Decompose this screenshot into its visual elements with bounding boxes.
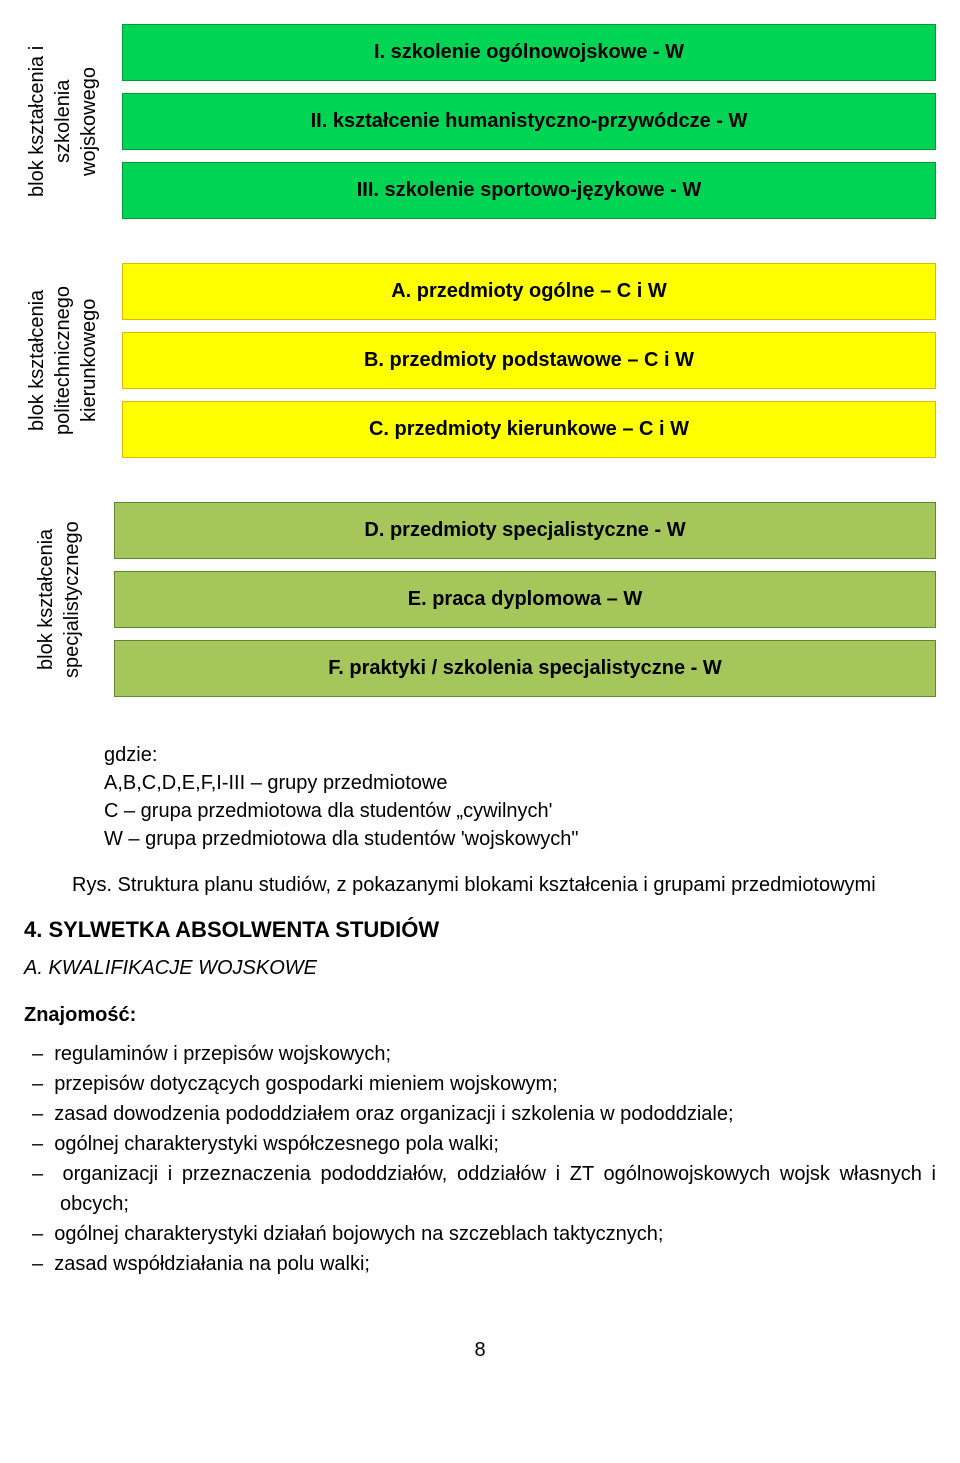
bullet-list: regulaminów i przepisów wojskowych;przep…	[24, 1039, 936, 1279]
list-item: regulaminów i przepisów wojskowych;	[60, 1039, 936, 1069]
block-box: F. praktyki / szkolenia specjalistyczne …	[114, 640, 936, 697]
subsection-a-heading: A. KWALIFIKACJE WOJSKOWE	[24, 957, 936, 980]
list-item: ogólnej charakterystyki działań bojowych…	[60, 1219, 936, 1249]
block-boxes: A. przedmioty ogólne – C i W B. przedmiot…	[122, 263, 936, 458]
list-item: zasad dowodzenia pododdziałem oraz organ…	[60, 1099, 936, 1129]
legend-line: C – grupa przedmiotowa dla studentów „cy…	[104, 797, 936, 825]
block-section: blok kształcenia specjalistycznego D. prz…	[24, 502, 936, 697]
block-box: III. szkolenie sportowo-językowe - W	[122, 162, 936, 219]
legend-block: gdzie: A,B,C,D,E,F,I-III – grupy przedmi…	[104, 741, 936, 853]
block-box: D. przedmioty specjalistyczne - W	[114, 502, 936, 559]
block-box: II. kształcenie humanistyczno-przywódcze…	[122, 93, 936, 150]
block-section: blok kształcenia i szkolenia wojskowego I…	[24, 24, 936, 219]
block-boxes: I. szkolenie ogólnowojskowe - W II. kszta…	[122, 24, 936, 219]
block-section: blok kształcenia politechnicznego kierun…	[24, 263, 936, 458]
legend-line: W – grupa przedmiotowa dla studentów 'wo…	[104, 825, 936, 853]
figure-caption: Rys. Struktura planu studiów, z pokazany…	[72, 871, 936, 899]
block-vertical-label: blok kształcenia specjalistycznego	[24, 502, 94, 697]
legend-line: A,B,C,D,E,F,I-III – grupy przedmiotowe	[104, 769, 936, 797]
block-vertical-label: blok kształcenia i szkolenia wojskowego	[24, 24, 102, 219]
block-boxes: D. przedmioty specjalistyczne - W E. prac…	[114, 502, 936, 697]
list-item: organizacji i przeznaczenia pododdziałów…	[60, 1159, 936, 1219]
list-item: ogólnej charakterystyki współczesnego po…	[60, 1129, 936, 1159]
block-box: I. szkolenie ogólnowojskowe - W	[122, 24, 936, 81]
section-4-heading: 4. SYLWETKA ABSOLWENTA STUDIÓW	[24, 917, 936, 943]
blocks-root: blok kształcenia i szkolenia wojskowego I…	[24, 24, 936, 697]
page-number: 8	[24, 1339, 936, 1362]
legend-intro: gdzie:	[104, 741, 936, 769]
block-vertical-label: blok kształcenia politechnicznego kierun…	[24, 263, 102, 458]
list-item: przepisów dotyczących gospodarki mieniem…	[60, 1069, 936, 1099]
block-box: A. przedmioty ogólne – C i W	[122, 263, 936, 320]
list-item: zasad współdziałania na polu walki;	[60, 1249, 936, 1279]
block-box: E. praca dyplomowa – W	[114, 571, 936, 628]
znajomosc-title: Znajomość:	[24, 1004, 936, 1027]
block-box: C. przedmioty kierunkowe – C i W	[122, 401, 936, 458]
block-box: B. przedmioty podstawowe – C i W	[122, 332, 936, 389]
